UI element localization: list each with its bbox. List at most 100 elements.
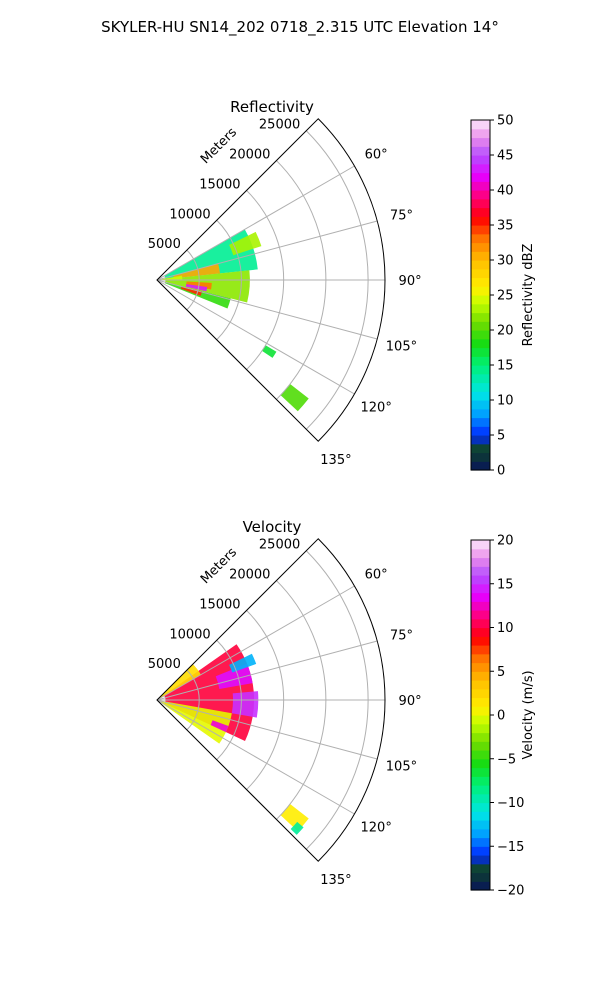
colorbar-swatch: [471, 618, 490, 629]
colorbar-swatch: [471, 601, 490, 611]
colorbar-swatch: [471, 295, 490, 305]
range-tick-label: 10000: [169, 627, 210, 642]
colorbar-swatch: [471, 548, 490, 559]
colorbar-swatch: [471, 653, 490, 664]
colorbar-tick-label: 5: [497, 665, 505, 680]
colorbar-swatch: [471, 435, 490, 445]
range-tick-label: 25000: [259, 538, 300, 553]
azimuth-tick-label: 90°: [399, 274, 422, 289]
colorbar-swatch: [471, 575, 490, 585]
colorbar-tick-label: −20: [497, 884, 524, 899]
colorbar-swatch: [471, 688, 490, 699]
azimuth-tick-label: 135°: [320, 453, 351, 468]
colorbar-swatch: [471, 820, 490, 830]
range-tick-label: 15000: [199, 177, 240, 192]
colorbar-swatch: [471, 146, 490, 156]
colorbar-swatch: [471, 855, 490, 865]
colorbar-tick-label: 20: [497, 324, 514, 339]
colorbar-tick-label: 0: [497, 464, 505, 479]
range-tick-label: 15000: [199, 597, 240, 612]
azimuth-gridline: [156, 279, 378, 340]
colorbar-swatch: [471, 697, 490, 707]
colorbar-swatch: [471, 216, 490, 226]
colorbar-swatch: [471, 785, 490, 795]
colorbar-swatch: [471, 758, 490, 769]
colorbar-swatch: [471, 391, 490, 401]
colorbar-tick-label: −15: [497, 840, 524, 855]
colorbar-swatch: [471, 715, 490, 725]
azimuth-gridline: [156, 220, 378, 281]
colorbar-swatch: [471, 793, 490, 804]
panel-title: Reflectivity: [230, 98, 314, 116]
colorbar-swatch: [471, 225, 490, 235]
colorbar-swatch: [471, 356, 490, 366]
colorbar-swatch: [471, 828, 490, 839]
azimuth-gridline: [156, 699, 378, 760]
colorbar-swatch: [471, 347, 490, 357]
azimuth-tick-label: 105°: [386, 340, 417, 355]
colorbar-tick-label: 45: [497, 149, 514, 164]
colorbar-swatch: [471, 776, 490, 786]
colorbar-swatch: [471, 452, 490, 462]
reflectivity-panel: Reflectivity 60° 75° 90° 105° 120° 135° 5000 10…: [148, 98, 536, 479]
colorbar-swatch: [471, 277, 490, 287]
colorbar-swatch: [471, 723, 490, 734]
echo-region: [280, 803, 309, 832]
echo-region: [229, 231, 262, 256]
colorbar-label: Reflectivity dBZ: [521, 244, 536, 347]
colorbar-swatch: [471, 811, 490, 821]
colorbar-tick-label: 25: [497, 289, 514, 304]
colorbar-tick-label: 50: [497, 114, 514, 129]
echo-region: [185, 284, 208, 292]
colorbar-swatch: [471, 155, 490, 165]
colorbar-tick-label: 30: [497, 254, 514, 269]
velocity-panel: Velocity 60° 75° 90° 105° 120° 135° 5000 10000 1…: [148, 518, 536, 899]
colorbar-label: Velocity (m/s): [521, 670, 536, 759]
range-tick-label: 25000: [259, 118, 300, 133]
colorbar-tick-label: 10: [497, 621, 514, 636]
colorbar-swatch: [471, 286, 490, 296]
azimuth-tick-label: 75°: [390, 628, 413, 643]
colorbar-swatch: [471, 128, 490, 139]
colorbar-swatch: [471, 365, 490, 375]
colorbar-swatch: [471, 400, 490, 410]
colorbar-swatch: [471, 303, 490, 314]
echo-region: [262, 345, 277, 358]
colorbar-swatch: [471, 330, 490, 340]
colorbar-swatch: [471, 557, 490, 567]
colorbar-tick-label: 40: [497, 184, 514, 199]
echo-region: [229, 653, 257, 673]
echo-region: [164, 229, 258, 280]
colorbar-swatch: [471, 198, 490, 209]
azimuth-gridline: [156, 699, 355, 815]
azimuth-tick-label: 90°: [399, 694, 422, 709]
colorbar-swatch: [471, 636, 490, 646]
colorbar-swatch: [471, 321, 490, 331]
colorbar-swatch: [471, 120, 490, 130]
range-tick-label: 5000: [148, 657, 181, 672]
colorbar-tick-label: 15: [497, 359, 514, 374]
colorbar-swatch: [471, 312, 490, 322]
colorbar-swatch: [471, 260, 490, 270]
colorbar-swatch: [471, 373, 490, 384]
azimuth-gridline: [156, 279, 355, 395]
colorbar-swatch: [471, 863, 490, 874]
colorbar-tick-label: 5: [497, 429, 505, 444]
figure-title: SKYLER-HU SN14_202 0718_2.315 UTC Elevat…: [101, 18, 499, 37]
colorbar-swatch: [471, 881, 490, 891]
colorbar-tick-label: 15: [497, 577, 514, 592]
colorbar-swatch: [471, 137, 490, 147]
colorbar-swatch: [471, 837, 490, 847]
colorbar-tick-label: 0: [497, 709, 505, 724]
colorbar-swatch: [471, 443, 490, 454]
colorbar-swatch: [471, 233, 490, 244]
colorbar-swatch: [471, 627, 490, 637]
reflectivity-colorbar: 0 5 10 15 20 25 30 35 40 45 50 Reflectivity dBZ: [470, 114, 536, 479]
colorbar-swatch: [471, 846, 490, 856]
azimuth-gridline: [156, 165, 355, 281]
colorbar-swatch: [471, 417, 490, 427]
polar-frame: [156, 538, 386, 862]
azimuth-gridline: [156, 585, 355, 701]
colorbar-swatch: [471, 163, 490, 174]
colorbar-swatch: [471, 566, 490, 576]
